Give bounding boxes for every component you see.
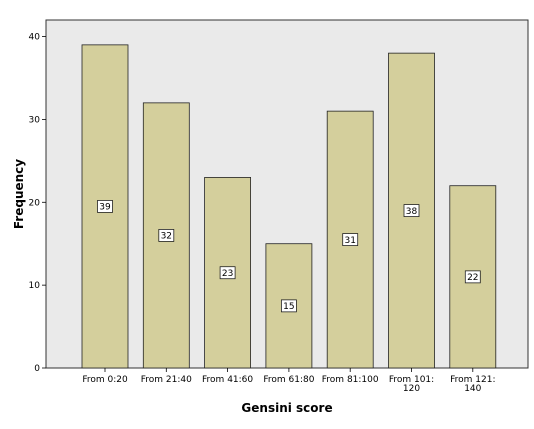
y-tick-label: 40 (29, 33, 41, 43)
x-tick-label: From 101: 120 (389, 375, 434, 394)
data-label: 39 (99, 203, 111, 213)
x-tick-label: From 21:40 (141, 375, 192, 385)
y-axis: 0 10 20 30 40 (29, 33, 46, 374)
y-tick-label: 0 (34, 364, 40, 374)
data-label: 15 (283, 302, 294, 312)
data-label-box (342, 233, 359, 246)
data-label-box (280, 299, 297, 313)
x-tick-label: From 121: 140 (450, 375, 495, 394)
bar (449, 185, 497, 369)
x-tick-label: From 41:60 (202, 375, 253, 385)
x-axis-title: Gensini score (241, 401, 332, 415)
x-tick-label: From 81:100 (322, 375, 379, 385)
data-label: 32 (161, 232, 172, 242)
y-tick-label: 10 (29, 281, 41, 291)
data-label: 38 (406, 207, 418, 217)
data-label: 22 (467, 273, 478, 283)
data-label: 23 (222, 269, 233, 279)
data-label-box (158, 229, 175, 242)
data-label-box (219, 266, 236, 280)
data-label-box (464, 270, 481, 284)
data-label-box (403, 204, 420, 217)
x-tick-label: From 0:20 (82, 375, 128, 385)
x-axis: From 0:20 From 21:40 From 41:60 From 61:80 F… (82, 368, 495, 394)
y-tick-label: 20 (29, 198, 41, 208)
y-axis-title: Frequency (12, 159, 26, 229)
x-tick-label: From 61:80 (263, 375, 314, 385)
data-label-box (97, 200, 113, 213)
data-label: 31 (344, 236, 355, 246)
y-tick-label: 30 (29, 115, 41, 125)
data-labels-group: 39 32 23 15 31 38 22 (97, 200, 481, 313)
